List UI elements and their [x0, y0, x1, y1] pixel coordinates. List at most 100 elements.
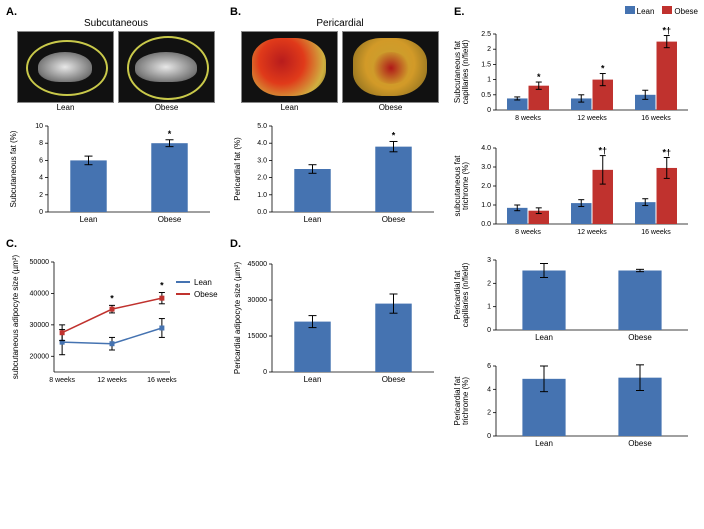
svg-text:*: *: [537, 72, 541, 82]
svg-text:10: 10: [35, 123, 43, 130]
svg-text:8 weeks: 8 weeks: [515, 229, 541, 236]
svg-text:1: 1: [487, 304, 491, 311]
svg-text:0: 0: [487, 433, 491, 440]
svg-text:20000: 20000: [30, 353, 50, 360]
svg-text:Lean: Lean: [535, 439, 553, 448]
panel-E-legend: Lean Obese: [625, 6, 698, 16]
svg-text:Obese: Obese: [382, 215, 406, 224]
svg-text:2.5: 2.5: [481, 31, 491, 38]
legend-obese: Obese: [674, 7, 698, 16]
mid-column: B. Pericardial Lean Obese 0.01.02.03.04.…: [230, 6, 450, 458]
svg-text:0: 0: [487, 327, 491, 334]
panel-A-label: A.: [6, 6, 17, 18]
svg-text:4: 4: [487, 386, 491, 393]
svg-text:Obese: Obese: [628, 333, 652, 342]
svg-text:1.0: 1.0: [481, 202, 491, 209]
chart-C: 20000300004000050000subcutaneous adipocy…: [6, 254, 226, 394]
panel-D: D. 0 15000 30000 45000 Pericardial adipocyte…: [230, 238, 450, 394]
svg-text:Pericardial fatcapillaries (n/: Pericardial fatcapillaries (n/field): [454, 262, 470, 327]
svg-text:30000: 30000: [248, 297, 268, 304]
svg-text:0: 0: [263, 369, 267, 376]
panel-B-title: Pericardial: [230, 18, 450, 29]
ct-obese-image: [118, 31, 215, 103]
panel-A: A. Subcutaneous Lean Obese 0246810Subcu: [6, 6, 226, 234]
svg-text:*: *: [168, 129, 172, 139]
svg-text:6: 6: [39, 157, 43, 164]
svg-text:Lean: Lean: [80, 215, 98, 224]
svg-text:1.0: 1.0: [257, 192, 267, 199]
panel-E-label: E.: [454, 6, 464, 18]
svg-text:Lean: Lean: [304, 375, 322, 384]
panel-C: C. 20000300004000050000subcutaneous adip…: [6, 238, 226, 394]
panel-E: E. Lean Obese 00.511.522.5Subcutaneous f…: [454, 6, 698, 458]
panel-B-label: B.: [230, 6, 241, 18]
svg-text:2: 2: [487, 280, 491, 287]
svg-text:0.0: 0.0: [257, 209, 267, 216]
svg-text:2: 2: [487, 46, 491, 53]
svg-text:*†: *†: [662, 26, 671, 36]
svg-text:16 weeks: 16 weeks: [641, 115, 671, 122]
chart-D: 0 15000 30000 45000 Pericardial adipocyte si…: [230, 254, 450, 394]
svg-text:*: *: [601, 64, 605, 74]
svg-text:3.0: 3.0: [481, 164, 491, 171]
pericardial-obese-image: [342, 31, 439, 103]
svg-text:*: *: [110, 293, 114, 303]
svg-text:4: 4: [39, 175, 43, 182]
ct-obese-caption: Obese: [118, 103, 215, 112]
svg-text:Obese: Obese: [382, 375, 406, 384]
svg-text:Obese: Obese: [158, 215, 182, 224]
svg-text:3: 3: [487, 257, 491, 264]
svg-text:*: *: [160, 280, 164, 290]
svg-text:12 weeks: 12 weeks: [577, 229, 607, 236]
panel-B-images: Lean Obese: [230, 31, 450, 112]
panel-B: B. Pericardial Lean Obese 0.01.02.03.04.…: [230, 6, 450, 234]
svg-text:15000: 15000: [248, 333, 268, 340]
svg-text:12 weeks: 12 weeks: [577, 115, 607, 122]
svg-text:Subcutaneous fat (%): Subcutaneous fat (%): [9, 130, 18, 207]
panel-D-label: D.: [230, 238, 241, 250]
left-column: A. Subcutaneous Lean Obese 0246810Subcu: [6, 6, 226, 458]
pc-obese-caption: Obese: [342, 103, 439, 112]
svg-text:Obese: Obese: [194, 290, 218, 299]
svg-text:Pericardial fattrichrome (%): Pericardial fattrichrome (%): [454, 376, 470, 426]
panel-C-label: C.: [6, 238, 17, 250]
svg-text:Lean: Lean: [304, 215, 322, 224]
chart-E2: 0.01.02.03.04.0subcutaneous fattrichrome…: [454, 136, 698, 246]
svg-text:2.0: 2.0: [481, 183, 491, 190]
svg-text:Obese: Obese: [628, 439, 652, 448]
svg-text:4.0: 4.0: [257, 140, 267, 147]
panel-A-images: Lean Obese: [6, 31, 226, 112]
svg-text:0.5: 0.5: [481, 92, 491, 99]
svg-text:6: 6: [487, 363, 491, 370]
svg-text:3.0: 3.0: [257, 157, 267, 164]
svg-text:8: 8: [39, 140, 43, 147]
svg-text:5.0: 5.0: [257, 123, 267, 130]
svg-text:1.5: 1.5: [481, 61, 491, 68]
panel-A-title: Subcutaneous: [6, 18, 226, 29]
svg-text:Lean: Lean: [194, 278, 212, 287]
figure-root: A. Subcutaneous Lean Obese 0246810Subcu: [6, 6, 698, 458]
svg-text:4.0: 4.0: [481, 145, 491, 152]
svg-text:*†: *†: [662, 148, 671, 158]
chart-A: 0246810Subcutaneous fat (%)Lean*Obese: [6, 116, 226, 234]
svg-text:50000: 50000: [30, 259, 50, 266]
svg-text:*†: *†: [598, 146, 607, 156]
legend-lean: Lean: [637, 7, 655, 16]
pc-lean-caption: Lean: [241, 103, 338, 112]
chart-E1: 00.511.522.5Subcutaneous fatcapillaries …: [454, 22, 698, 132]
chart-E4: 0 2 4 6 Pericardial fattrichrome (%) Lean Obes…: [454, 356, 698, 458]
chart-E3: 0 1 2 3 Pericardial fatcapillaries (n/field)…: [454, 250, 698, 352]
svg-text:1: 1: [487, 77, 491, 84]
svg-text:8 weeks: 8 weeks: [49, 377, 75, 384]
chart-B: 0.01.02.03.04.05.0Pericardial fat (%)Lea…: [230, 116, 450, 234]
svg-text:40000: 40000: [30, 290, 50, 297]
svg-text:12 weeks: 12 weeks: [97, 377, 127, 384]
svg-text:Pericardial fat (%): Pericardial fat (%): [233, 137, 242, 201]
svg-text:Lean: Lean: [535, 333, 553, 342]
svg-text:0.0: 0.0: [481, 221, 491, 228]
ct-lean-image: [17, 31, 114, 103]
svg-text:2: 2: [487, 410, 491, 417]
svg-text:45000: 45000: [248, 261, 268, 268]
svg-text:Pericardial adipocyte size (µm: Pericardial adipocyte size (µm²): [233, 262, 242, 375]
svg-text:0: 0: [39, 209, 43, 216]
